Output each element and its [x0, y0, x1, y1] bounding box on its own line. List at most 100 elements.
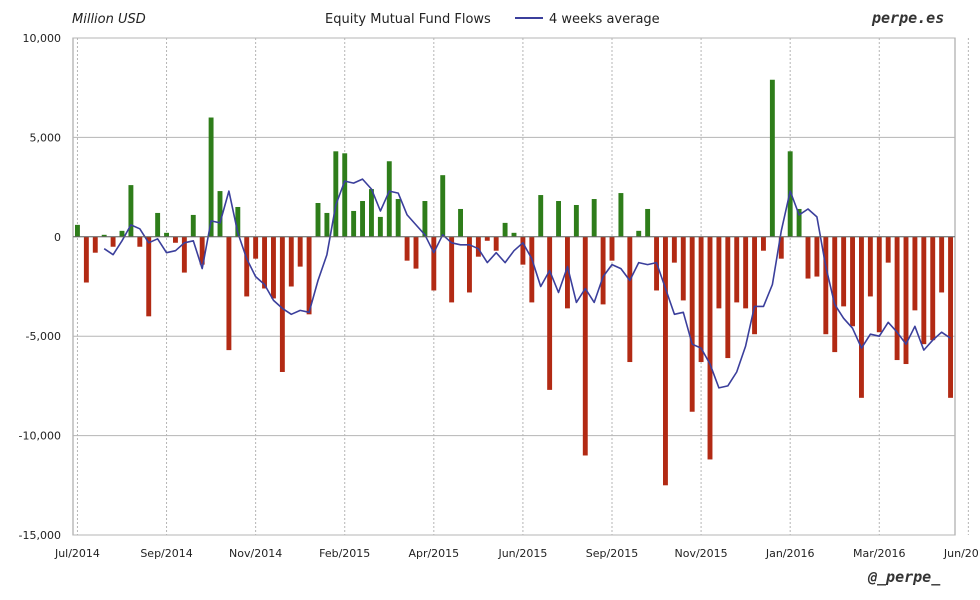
plot-frame	[72, 37, 956, 536]
flow-bar	[235, 206, 241, 237]
flow-bar	[137, 236, 143, 247]
x-tick-label: Jun/2016	[943, 547, 980, 560]
flow-bar	[939, 236, 945, 293]
flow-bar	[689, 236, 695, 412]
flow-bar	[627, 236, 633, 363]
flow-bar	[449, 236, 455, 303]
flow-bar	[190, 214, 196, 237]
flow-bar	[75, 224, 80, 237]
flow-bar	[645, 208, 651, 237]
flow-bar	[431, 236, 437, 291]
flow-bar	[885, 236, 891, 263]
flow-bar	[511, 232, 517, 237]
flow-bar	[930, 236, 936, 341]
flow-bar	[110, 236, 116, 247]
flow-bar	[377, 216, 383, 237]
flow-bar	[226, 236, 232, 351]
flow-bar	[386, 161, 392, 237]
flow-bar	[475, 236, 481, 257]
chart-title: Equity Mutual Fund Flows	[325, 12, 491, 27]
flow-bar	[841, 236, 847, 307]
flow-bar	[440, 175, 446, 237]
legend-line-label: 4 weeks average	[549, 12, 660, 27]
flow-bar	[92, 236, 98, 253]
flow-bar	[484, 236, 490, 241]
flow-bar	[850, 236, 855, 327]
flow-bar	[565, 236, 570, 309]
flow-bar	[903, 236, 909, 365]
flow-bar	[867, 236, 873, 297]
flow-bar	[716, 236, 722, 309]
flow-bar	[467, 236, 472, 293]
y-tick-label: 10,000	[23, 32, 62, 45]
flow-bar	[493, 236, 499, 251]
flow-bar	[805, 236, 811, 279]
flow-bar	[173, 236, 178, 243]
flow-bar	[529, 236, 535, 303]
x-tick-label: Jan/2016	[765, 547, 815, 560]
flow-bar	[369, 189, 374, 237]
flow-bar	[458, 208, 463, 237]
flow-bar	[743, 236, 749, 309]
flow-bar	[752, 236, 757, 335]
flow-bar	[547, 236, 553, 390]
flow-bar	[324, 212, 330, 237]
flow-bar	[814, 236, 820, 277]
y-tick-label: 0	[54, 231, 61, 244]
x-tick-label: Sep/2015	[586, 547, 638, 560]
flow-bar	[538, 195, 544, 237]
flow-bar	[948, 236, 953, 398]
flow-bar	[663, 236, 668, 486]
flow-bar	[155, 212, 161, 237]
flow-bar	[707, 236, 713, 460]
flow-bar	[333, 151, 339, 237]
flow-bar	[618, 193, 624, 237]
flow-bar	[725, 236, 731, 359]
flow-bar	[698, 236, 704, 363]
flow-bar	[769, 79, 775, 237]
flow-bar	[582, 236, 588, 456]
y-axis-unit-label: Million USD	[72, 12, 146, 27]
flow-bar	[101, 234, 107, 237]
flow-bar	[573, 204, 579, 237]
x-tick-label: Nov/2014	[229, 547, 282, 560]
flow-bar	[734, 236, 740, 303]
flow-bar	[199, 236, 205, 265]
flow-bar	[360, 201, 365, 237]
y-tick-label: -15,000	[19, 529, 61, 542]
x-tick-label: Apr/2015	[408, 547, 459, 560]
flow-bar	[271, 236, 276, 299]
flow-bar	[404, 236, 410, 261]
flow-bar	[351, 210, 357, 237]
flow-bar	[832, 236, 838, 353]
flow-bar	[279, 236, 285, 372]
x-tick-label: Jun/2015	[497, 547, 547, 560]
flow-bar	[119, 230, 125, 237]
brand-watermark-top: perpe.es	[871, 9, 944, 27]
flow-bar	[823, 236, 829, 335]
flow-bar	[164, 232, 169, 237]
x-tick-label: Jul/2014	[54, 547, 100, 560]
four-week-average-line	[103, 178, 951, 389]
flow-bar	[342, 153, 348, 237]
flow-bar	[395, 199, 401, 237]
flow-bar	[671, 236, 677, 263]
y-tick-label: 5,000	[30, 131, 62, 144]
flow-bar	[921, 236, 927, 345]
flow-bar	[146, 236, 152, 317]
flow-bar	[680, 236, 686, 301]
flow-bar	[306, 236, 312, 315]
flow-bar	[591, 199, 597, 237]
flow-bar	[244, 236, 250, 297]
y-tick-label: -10,000	[19, 430, 61, 443]
flow-bar	[894, 236, 900, 361]
flow-bar	[778, 236, 784, 259]
flow-bar	[217, 191, 223, 237]
flow-bar	[609, 236, 615, 261]
brand-watermark-bottom: @_perpe_	[867, 568, 941, 586]
flow-bar	[181, 236, 187, 273]
flow-bar	[262, 236, 267, 289]
x-tick-label: Feb/2015	[319, 547, 370, 560]
flow-bar	[502, 222, 508, 237]
